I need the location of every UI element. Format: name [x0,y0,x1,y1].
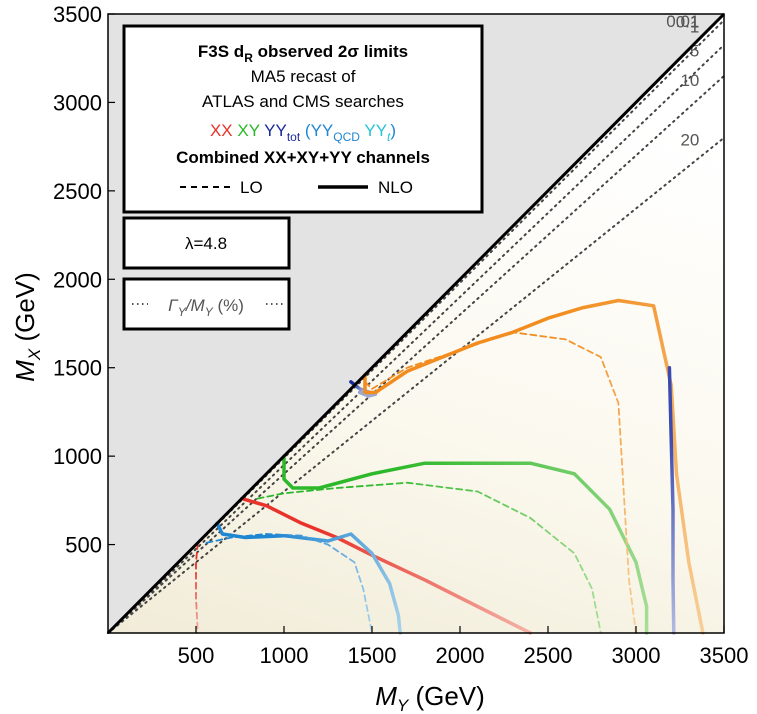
x-axis: 500 1000 1500 2000 2500 3000 3500 [178,626,749,668]
width-ratio-label-5: 20 [680,131,699,150]
ratio-legend-label: ΓY/MY (%) [168,296,244,319]
width-ratio-line-3 [107,43,725,634]
y-tick-label-6: 3500 [53,2,102,27]
x-tick-label-2: 1500 [348,643,397,668]
curve-yy-qcd-lo-5 [205,533,373,634]
curve-yy-qcd-nlo-4 [215,521,402,635]
curve-xy-lo-3 [256,481,602,634]
y-tick-label-3: 2000 [53,267,102,292]
y-tick-label-5: 3000 [53,90,102,115]
x-tick-label-3: 2000 [436,643,485,668]
width-ratio-label-4: 10 [680,71,699,90]
y-tick-label-2: 1500 [53,356,102,381]
legend-channels: XX XY YYtot (YYQCD YYt) [210,121,396,144]
x-tick-label-6: 3500 [700,643,749,668]
lambda-label: λ=4.8 [185,234,227,253]
ratio-legend-box: ΓY/MY (%) [122,277,291,331]
width-ratio-line-4 [107,74,725,634]
curve-yy-tot-nlo-9 [667,365,676,635]
curve-xx-lo-1 [195,541,199,634]
y-axis-title: MX (GeV) [10,272,44,382]
limit-curves [195,298,705,635]
width-ratio-label-1: 0.1 [676,12,700,31]
plot-frame [107,13,725,634]
curve-xy-nlo-2 [282,454,649,635]
width-ratio-line-5 [107,136,725,634]
curve-xx-nlo-0 [240,496,533,635]
width-ratio-label-3: 5 [690,41,699,60]
x-tick-label-4: 2500 [524,643,573,668]
y-tick-label-0: 500 [65,533,102,558]
x-tick-label-1: 1000 [260,643,309,668]
legend-lo-label: LO [240,178,263,197]
curve-combined-nlo-7 [363,298,705,635]
diagonal-line [106,12,726,635]
curve-combined-lo-8 [364,331,637,634]
x-tick-label-0: 500 [178,643,215,668]
width-ratio-label-0: 0.01 [666,12,699,31]
legend-nlo-label: NLO [378,178,413,197]
legend-box: F3S dR observed 2σ limits MA5 recast of … [122,24,484,214]
x-axis-title: MY (GeV) [375,681,485,714]
y-axis: 500 1000 1500 2000 2500 3000 3500 [53,2,115,558]
legend-title: F3S dR observed 2σ limits [198,42,408,65]
y-tick-label-1: 1000 [53,444,102,469]
width-ratio-label-2: 1 [690,18,699,37]
y-tick-label-4: 2500 [53,179,102,204]
legend-combined: Combined XX+XY+YY channels [176,148,430,167]
legend-subtitle-1: MA5 recast of [251,67,356,86]
legend-subtitle-2: ATLAS and CMS searches [202,92,404,111]
lambda-box: λ=4.8 [122,216,291,270]
x-tick-label-5: 3000 [612,643,661,668]
